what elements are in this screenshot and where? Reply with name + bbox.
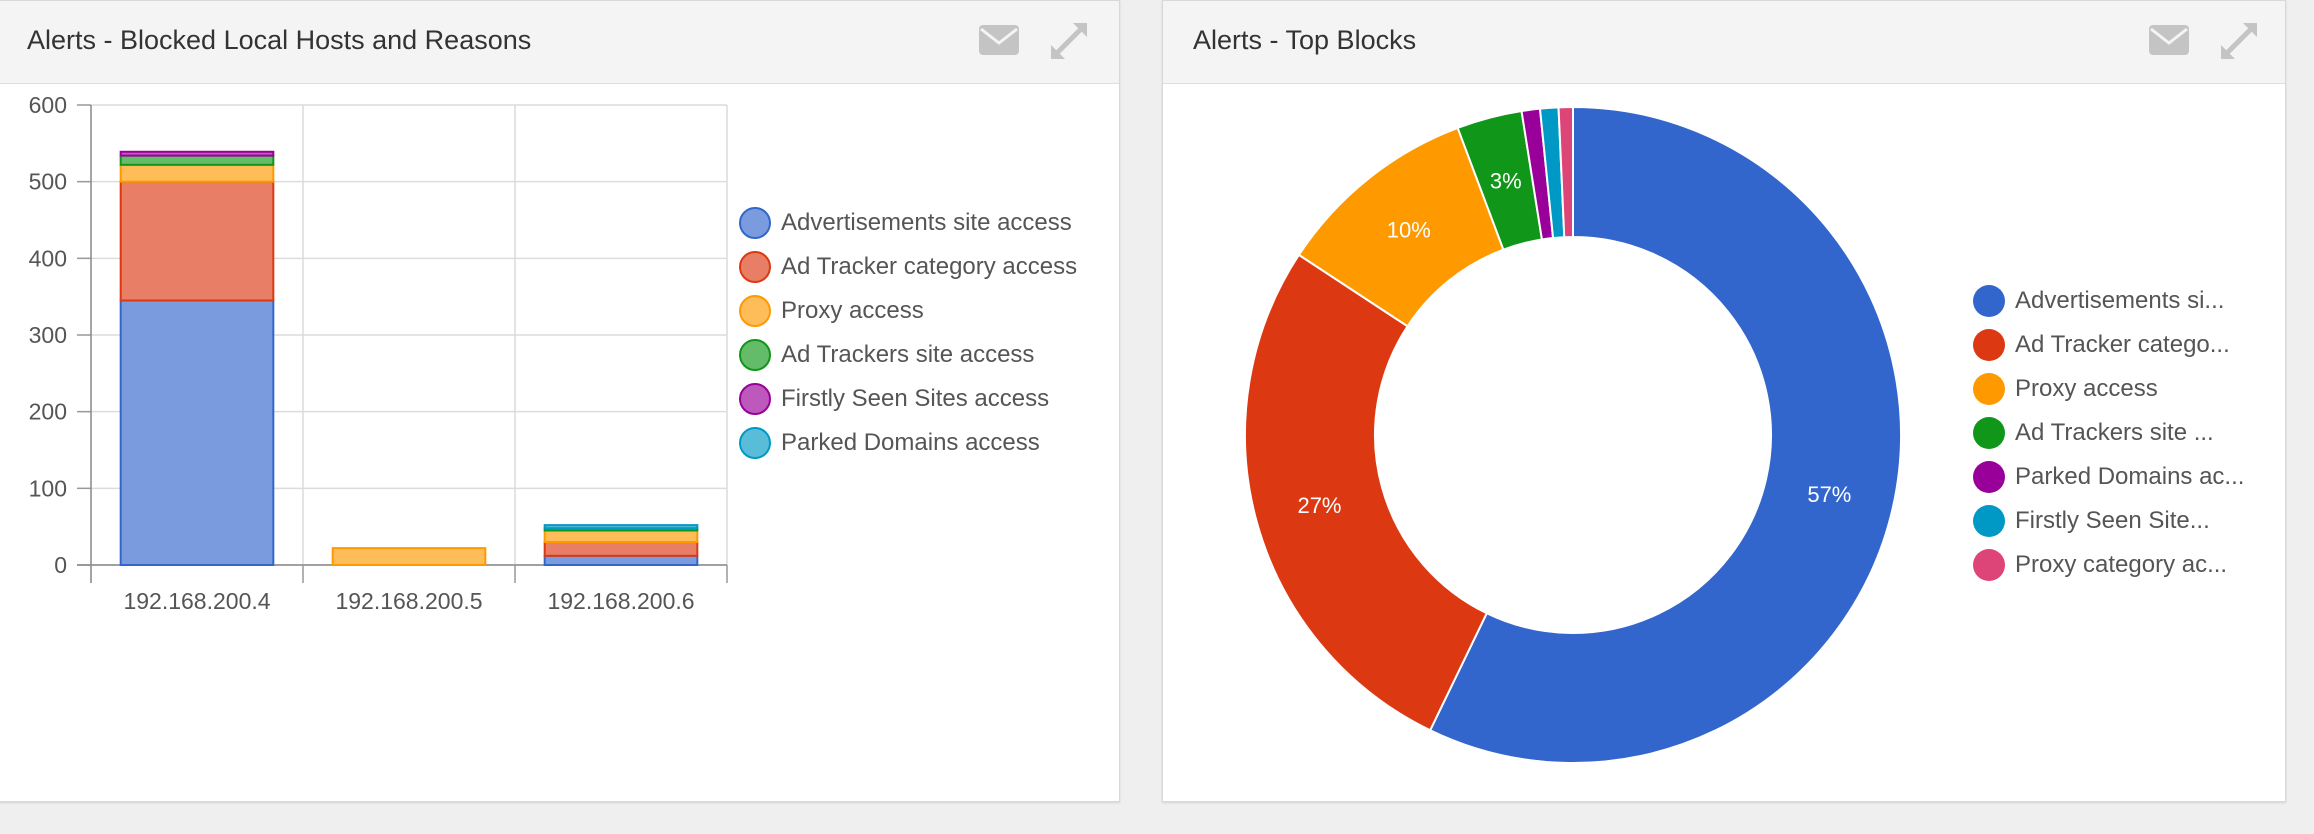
legend-swatch: [1973, 329, 2005, 361]
slice-percent-label: 10%: [1387, 218, 1431, 243]
legend-swatch: [1973, 505, 2005, 537]
slice-percent-label: 3%: [1490, 169, 1522, 194]
bar-segment: [331, 547, 487, 566]
legend-label: Firstly Seen Sites access: [781, 385, 1050, 412]
legend-swatch: [739, 295, 771, 327]
blocked-hosts-panel: Alerts - Blocked Local Hosts and Reasons…: [0, 0, 1120, 802]
legend-swatch: [1973, 549, 2005, 581]
legend-swatch: [739, 251, 771, 283]
expand-icon[interactable]: [2217, 19, 2261, 63]
donut-slice: [1428, 105, 1902, 764]
top-blocks-panel: Alerts - Top Blocks 57% 27% 10% 3% Advertis…: [1162, 0, 2286, 802]
envelope-icon[interactable]: [977, 19, 1021, 63]
legend-label: Ad Trackers site access: [781, 341, 1035, 368]
panel-header: Alerts - Blocked Local Hosts and Reasons: [0, 1, 1119, 84]
legend-label: Proxy access: [2015, 375, 2158, 402]
legend-swatch: [739, 383, 771, 415]
donut-slice: [1244, 253, 1489, 732]
panel-title: Alerts - Top Blocks: [1193, 25, 1417, 55]
panel-title: Alerts - Blocked Local Hosts and Reasons: [27, 25, 532, 55]
legend-swatch: [1973, 285, 2005, 317]
legend-label: Proxy category ac...: [2015, 551, 2228, 578]
x-tick-label: 192.168.200.4: [123, 588, 270, 614]
y-tick-label: 100: [29, 475, 67, 501]
bar-segment: [119, 299, 275, 566]
legend-label: Parked Domains access: [781, 429, 1040, 456]
legend-swatch: [1973, 461, 2005, 493]
panel-header: Alerts - Top Blocks: [1163, 1, 2285, 84]
bar-segment: [543, 524, 699, 530]
bar-segment: [543, 541, 699, 557]
legend-label: Advertisements site access: [781, 209, 1072, 236]
legend-label: Parked Domains ac...: [2015, 463, 2245, 490]
legend-swatch: [739, 339, 771, 371]
y-tick-label: 600: [29, 92, 67, 118]
y-tick-label: 400: [29, 245, 67, 271]
legend-label: Ad Tracker catego...: [2015, 331, 2230, 358]
legend-swatch: [739, 207, 771, 239]
bar-segment: [119, 150, 275, 157]
y-tick-label: 300: [29, 322, 67, 348]
y-tick-label: 500: [29, 169, 67, 195]
slice-percent-label: 27%: [1297, 493, 1341, 518]
legend-swatch: [1973, 417, 2005, 449]
bar-segment: [119, 180, 275, 302]
expand-icon[interactable]: [1047, 19, 1091, 63]
legend-swatch: [739, 427, 771, 459]
bar-segment: [119, 154, 275, 166]
bar-segment: [543, 554, 699, 566]
legend-label: Advertisements si...: [2015, 287, 2225, 314]
bar-segment: [119, 163, 275, 183]
legend-swatch: [1973, 373, 2005, 405]
y-tick-label: 0: [54, 552, 67, 578]
legend-label: Proxy access: [781, 297, 924, 324]
stacked-bar-chart: 0 100 200 300 400 500 600 192.168.200.4 192.168.…: [29, 92, 728, 614]
slice-percent-label: 57%: [1807, 482, 1851, 507]
legend-label: Firstly Seen Site...: [2015, 507, 2210, 534]
donut-chart: 57% 27% 10% 3%: [1244, 105, 1902, 764]
x-tick-label: 192.168.200.6: [547, 588, 694, 614]
legend-label: Ad Tracker category access: [781, 253, 1078, 280]
donut-slice: [1557, 105, 1574, 239]
legend-label: Ad Trackers site ...: [2015, 419, 2214, 446]
x-tick-label: 192.168.200.5: [335, 588, 482, 614]
y-tick-label: 200: [29, 399, 67, 425]
bar-segment: [543, 529, 699, 543]
envelope-icon[interactable]: [2147, 19, 2191, 63]
